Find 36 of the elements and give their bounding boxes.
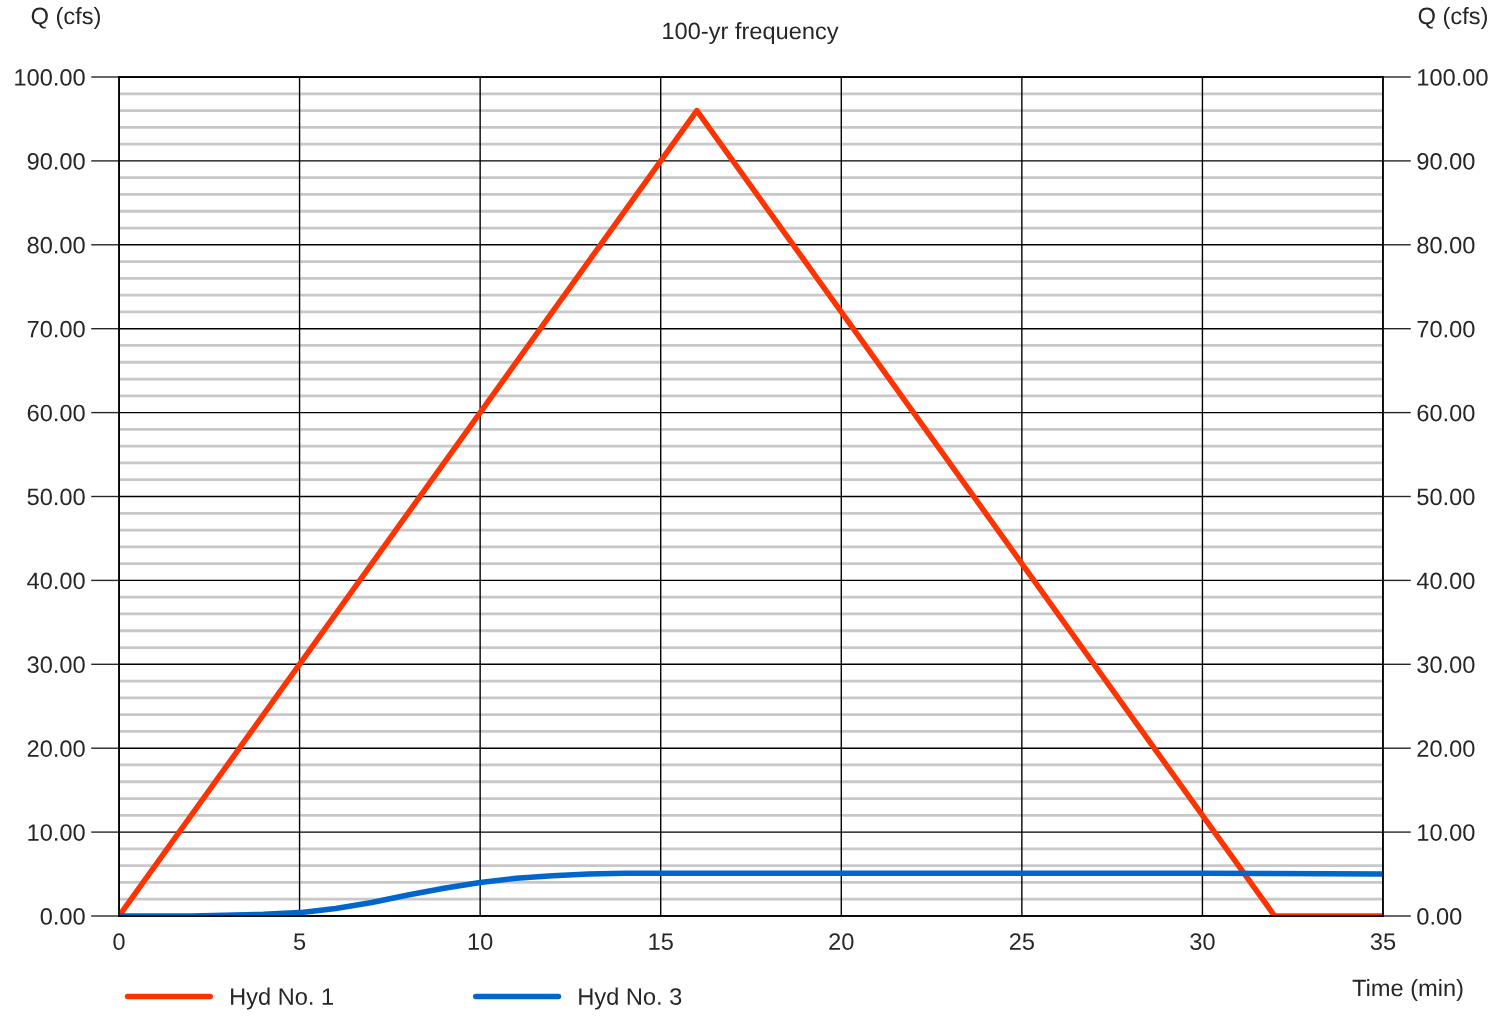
y2-tick-label: 0.00 — [1417, 908, 1462, 925]
x-tick-label: 0 — [113, 933, 125, 951]
y-tick-label: 40.00 — [27, 572, 85, 590]
y2-tick-label: 40.00 — [1416, 572, 1475, 590]
y2-tick-label: 80.00 — [1417, 236, 1475, 254]
x-tick-label: 30 — [1190, 933, 1215, 951]
y-tick-label: 20.00 — [27, 740, 85, 757]
y2-tick-label: 20.00 — [1417, 740, 1475, 757]
y2-tick-label: 30.00 — [1417, 656, 1475, 674]
y-tick-label: 60.00 — [27, 404, 85, 422]
x-axis-title: Time (min) — [1352, 978, 1463, 1001]
y-axis-title: Q (cfs) — [31, 7, 100, 29]
y2-tick-label: 70.00 — [1417, 320, 1475, 338]
y2-tick-label: 90.00 — [1417, 152, 1475, 170]
y-tick-label: 0.00 — [40, 908, 85, 925]
x-tick-label: 20 — [829, 933, 854, 951]
y2-axis-title: Q (cfs) — [1418, 7, 1487, 29]
y-tick-label: 90.00 — [27, 152, 85, 170]
legend-label: Hyd No. 3 — [579, 987, 682, 1010]
legend-label: Hyd No. 1 — [231, 987, 333, 1010]
y2-tick-label: 100.00 — [1418, 69, 1488, 86]
y2-tick-label: 50.00 — [1417, 488, 1475, 506]
y-tick-label: 70.00 — [27, 320, 85, 338]
y-tick-label: 100.00 — [15, 69, 85, 86]
x-tick-label: 10 — [468, 933, 493, 951]
y-tick-label: 30.00 — [27, 656, 85, 674]
chart-subtitle: 100-yr frequency — [663, 22, 839, 45]
x-tick-label: 35 — [1370, 933, 1396, 951]
y-tick-label: 10.00 — [28, 824, 85, 841]
x-tick-label: 15 — [649, 933, 673, 951]
y-tick-label: 50.00 — [27, 488, 85, 506]
y2-tick-label: 60.00 — [1417, 404, 1475, 422]
x-tick-label: 5 — [293, 933, 306, 951]
x-tick-label: 25 — [1009, 933, 1034, 951]
y-tick-label: 80.00 — [27, 236, 85, 254]
y2-tick-label: 10.00 — [1418, 824, 1475, 841]
